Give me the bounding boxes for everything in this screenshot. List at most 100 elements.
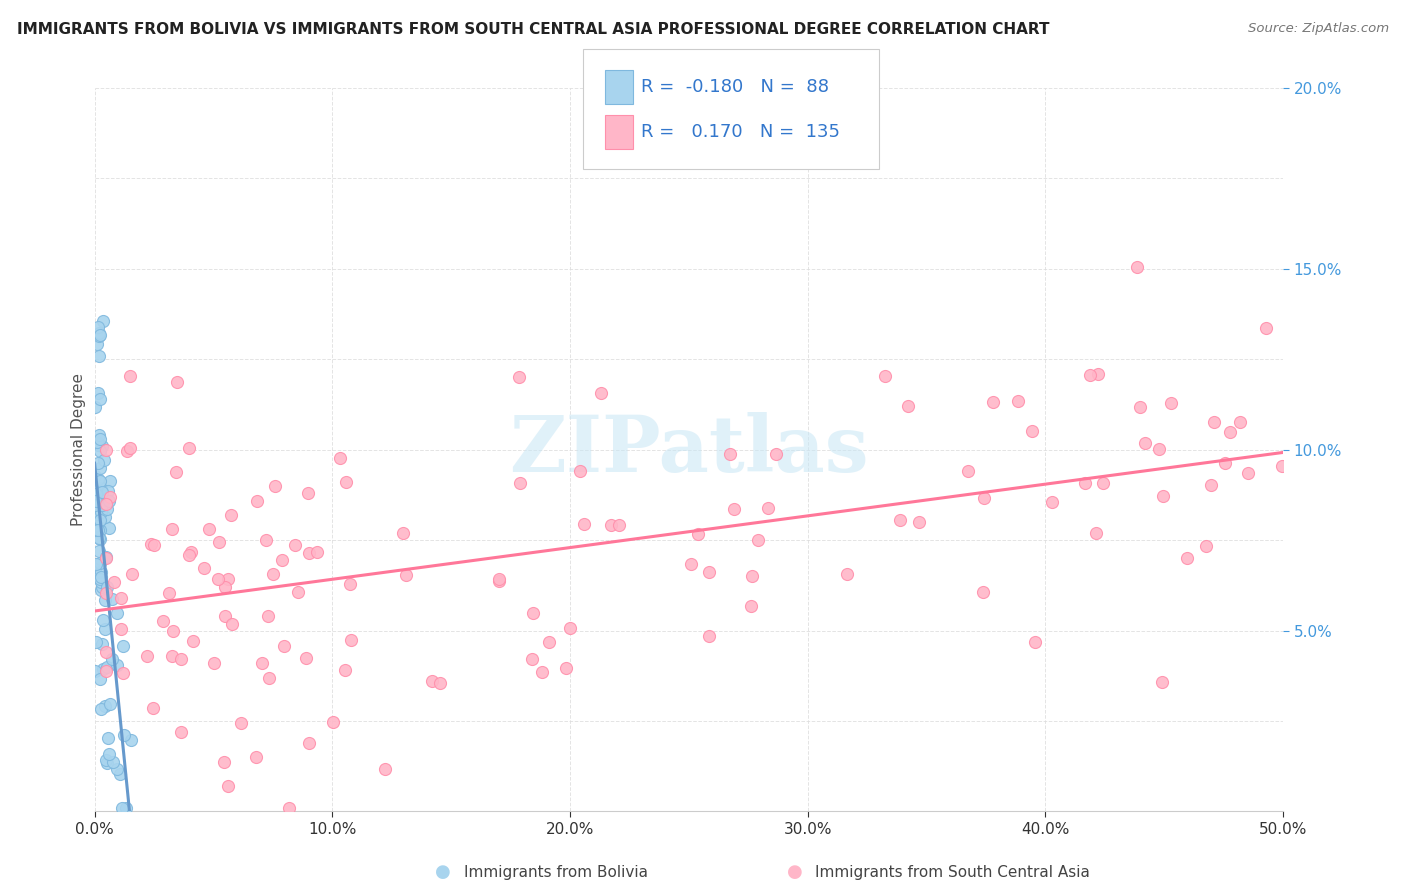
Point bbox=[118, 369, 141, 384]
Point bbox=[973, 491, 995, 505]
Point bbox=[983, 394, 1005, 409]
Point bbox=[90, 485, 112, 500]
Point bbox=[340, 632, 363, 647]
Point bbox=[207, 572, 229, 586]
Point bbox=[217, 573, 239, 587]
Text: Source: ZipAtlas.com: Source: ZipAtlas.com bbox=[1249, 22, 1389, 36]
Point bbox=[96, 756, 118, 770]
Point bbox=[157, 586, 180, 600]
Point bbox=[335, 475, 357, 489]
Point bbox=[87, 437, 110, 451]
Point bbox=[723, 502, 745, 516]
Point bbox=[1147, 442, 1170, 456]
Point bbox=[214, 608, 236, 623]
Point bbox=[118, 441, 141, 455]
Point bbox=[89, 556, 111, 570]
Point bbox=[89, 513, 111, 527]
Point bbox=[1236, 466, 1258, 480]
Point bbox=[488, 574, 510, 588]
Point bbox=[89, 523, 111, 537]
Point bbox=[328, 451, 350, 466]
Point bbox=[305, 544, 328, 558]
Point bbox=[115, 801, 138, 815]
Point bbox=[756, 501, 779, 516]
Point bbox=[152, 615, 174, 629]
Point bbox=[87, 543, 110, 558]
Point bbox=[135, 649, 157, 664]
Point bbox=[488, 572, 510, 586]
Point bbox=[1133, 436, 1156, 450]
Point bbox=[160, 522, 183, 536]
Point bbox=[333, 663, 356, 677]
Point bbox=[1091, 476, 1114, 491]
Point bbox=[98, 490, 121, 504]
Point bbox=[105, 762, 128, 776]
Point bbox=[97, 484, 120, 499]
Point bbox=[96, 586, 118, 600]
Point bbox=[90, 566, 112, 580]
Point bbox=[1150, 675, 1173, 690]
Point bbox=[90, 481, 112, 495]
Point bbox=[89, 460, 111, 475]
Point bbox=[112, 639, 135, 653]
Point bbox=[1129, 401, 1152, 415]
Point bbox=[96, 664, 118, 678]
Point bbox=[84, 400, 107, 414]
Point bbox=[697, 565, 720, 579]
Point bbox=[86, 435, 108, 450]
Point bbox=[115, 444, 138, 458]
Point bbox=[202, 657, 225, 671]
Point bbox=[89, 432, 111, 446]
Point bbox=[87, 385, 110, 400]
Point bbox=[84, 562, 107, 576]
Point bbox=[84, 435, 107, 450]
Point bbox=[93, 453, 115, 467]
Point bbox=[284, 538, 307, 552]
Point bbox=[520, 652, 543, 666]
Point bbox=[1256, 321, 1278, 335]
Point bbox=[87, 326, 110, 340]
Text: ZIPatlas: ZIPatlas bbox=[509, 412, 869, 488]
Point bbox=[121, 566, 143, 581]
Point bbox=[1078, 368, 1101, 383]
Point bbox=[90, 582, 112, 597]
Point bbox=[89, 392, 111, 406]
Point bbox=[183, 633, 205, 648]
Point bbox=[297, 486, 319, 500]
Point bbox=[87, 428, 110, 442]
Point bbox=[1219, 425, 1241, 440]
Point bbox=[97, 731, 120, 745]
Point bbox=[98, 697, 121, 711]
Point bbox=[287, 585, 309, 599]
Point bbox=[897, 399, 920, 413]
Point bbox=[105, 658, 128, 673]
Point bbox=[94, 510, 117, 524]
Point bbox=[91, 662, 114, 676]
Point bbox=[1271, 459, 1294, 474]
Point bbox=[295, 651, 318, 665]
Point bbox=[1202, 415, 1225, 429]
Point bbox=[90, 506, 112, 520]
Text: ●: ● bbox=[434, 863, 451, 881]
Point bbox=[600, 518, 623, 533]
Point bbox=[740, 599, 762, 614]
Text: ●: ● bbox=[786, 863, 803, 881]
Point bbox=[84, 436, 107, 450]
Point bbox=[91, 613, 114, 627]
Point bbox=[112, 728, 135, 742]
Point bbox=[101, 592, 124, 607]
Point bbox=[522, 606, 544, 620]
Point bbox=[208, 534, 231, 549]
Point bbox=[180, 545, 202, 559]
Point bbox=[217, 780, 239, 794]
Point bbox=[257, 609, 280, 624]
Point bbox=[96, 442, 118, 457]
Point bbox=[111, 801, 134, 815]
Point bbox=[221, 616, 243, 631]
Point bbox=[87, 523, 110, 537]
Point bbox=[718, 447, 741, 461]
Point bbox=[509, 475, 531, 490]
Point bbox=[162, 624, 184, 639]
Point bbox=[277, 801, 299, 815]
Point bbox=[89, 672, 111, 686]
